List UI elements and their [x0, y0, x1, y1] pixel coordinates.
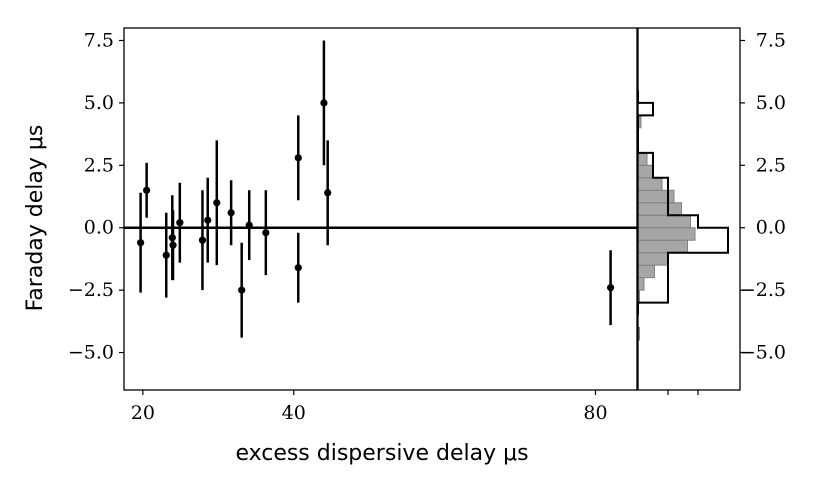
x-tick-label: 40 [282, 402, 306, 424]
histogram-filled-bar [637, 177, 663, 191]
data-point [245, 221, 253, 229]
data-point [204, 216, 212, 224]
data-point [169, 241, 177, 249]
data-point [176, 219, 184, 227]
data-point [227, 209, 235, 217]
data-point [262, 229, 270, 237]
data-point [294, 154, 302, 162]
data-point [320, 99, 328, 107]
histogram-frame [637, 27, 741, 391]
histogram-filled-bar [637, 239, 688, 254]
histogram-filled-bar [637, 214, 691, 229]
right-y-tick-label: 7.5 [756, 29, 786, 51]
histogram-panel: 7.5 5.0 2.5 0.0 −2.5 −5.0 [637, 27, 786, 395]
histogram-filled-bar [637, 264, 655, 279]
x-axis-title: excess dispersive delay μs [235, 441, 528, 466]
x-tick-label: 20 [131, 402, 155, 424]
data-point [162, 251, 170, 259]
scatter-panel: 7.5 5.0 2.5 0.0 −2.5 −5.0 20 40 80 [68, 27, 638, 424]
y-tick-label: 7.5 [84, 29, 114, 51]
data-point [198, 236, 207, 244]
right-y-tick-label: −5.0 [740, 342, 786, 364]
data-point [606, 284, 615, 292]
y-tick-label: 0.0 [84, 217, 114, 239]
histogram-filled-bar [637, 164, 654, 179]
data-point [294, 264, 302, 272]
data-point [213, 199, 221, 207]
y-tick-label: 5.0 [84, 92, 114, 114]
data-point [136, 239, 145, 247]
right-y-tick-label: 2.5 [756, 154, 786, 176]
right-y-tick-label: 5.0 [756, 92, 786, 114]
data-point [324, 189, 332, 197]
data-point [143, 186, 151, 194]
histogram-filled-bar [637, 277, 645, 291]
y-tick-label: −5.0 [68, 342, 114, 364]
plot-frame [123, 27, 638, 391]
x-tick-label: 80 [583, 402, 607, 424]
histogram-filled-bar [637, 227, 696, 241]
y-axis-title: Faraday delay μs [23, 125, 48, 312]
y-tick-label: 2.5 [84, 154, 114, 176]
histogram-filled-bar [637, 152, 648, 166]
right-y-tick-label: 0.0 [756, 217, 786, 239]
data-point [238, 286, 246, 294]
y-tick-label: −2.5 [68, 279, 114, 301]
histogram-filled-bar [637, 202, 682, 216]
histogram-filled-bar [637, 252, 669, 266]
right-y-tick-label: −2.5 [740, 279, 786, 301]
